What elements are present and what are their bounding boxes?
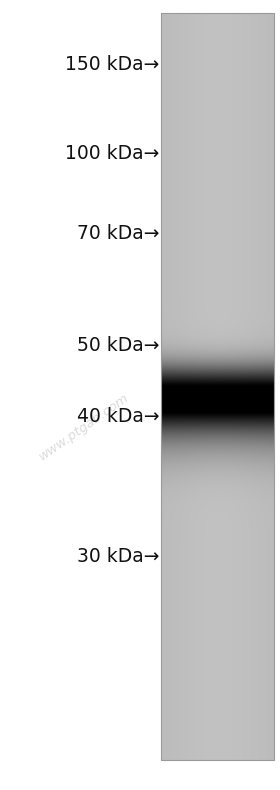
Text: 40 kDa→: 40 kDa→	[77, 407, 160, 426]
Text: 70 kDa→: 70 kDa→	[77, 224, 160, 243]
Text: www.ptgab.com: www.ptgab.com	[36, 390, 132, 463]
Text: 30 kDa→: 30 kDa→	[77, 547, 160, 566]
Text: 150 kDa→: 150 kDa→	[65, 55, 160, 73]
Text: 50 kDa→: 50 kDa→	[77, 336, 160, 356]
Text: 100 kDa→: 100 kDa→	[65, 145, 160, 164]
